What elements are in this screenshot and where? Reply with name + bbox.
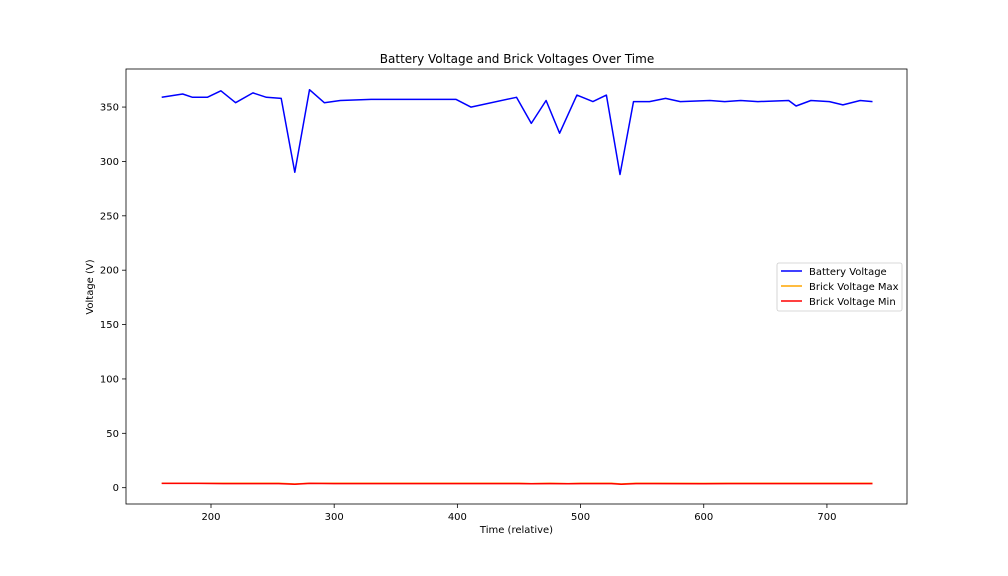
x-axis-label: Time (relative) (479, 525, 553, 536)
x-tick-label: 700 (817, 512, 836, 523)
y-tick-label: 150 (100, 320, 119, 331)
series-line-battery-voltage (161, 88, 873, 176)
x-tick-label: 500 (571, 512, 590, 523)
x-tick-label: 200 (201, 512, 220, 523)
legend-label-battery-voltage: Battery Voltage (809, 267, 887, 278)
y-tick-label: 250 (100, 211, 119, 222)
x-tick-label: 300 (325, 512, 344, 523)
y-tick-label: 350 (100, 103, 119, 114)
series-line-brick-voltage-min (161, 482, 873, 485)
x-tick-label: 600 (694, 512, 713, 523)
y-axis: 0 50 100 150 200 250 300 350 (100, 103, 126, 494)
y-tick-label: 300 (100, 157, 119, 168)
x-tick-label: 400 (448, 512, 467, 523)
y-axis-label: Voltage (V) (85, 259, 96, 314)
y-tick-label: 50 (106, 429, 119, 440)
legend: Battery Voltage Brick Voltage Max Brick … (776, 262, 903, 312)
legend-label-brick-voltage-min: Brick Voltage Min (809, 297, 896, 308)
legend-box (776, 262, 903, 312)
series-lines (161, 88, 873, 485)
y-tick-label: 100 (100, 374, 119, 385)
chart-title: Battery Voltage and Brick Voltages Over … (380, 52, 654, 66)
y-tick-label: 0 (113, 483, 119, 494)
y-tick-label: 200 (100, 266, 119, 277)
plot-area (125, 68, 908, 505)
x-axis: 200 300 400 500 600 700 (201, 504, 836, 523)
legend-label-brick-voltage-max: Brick Voltage Max (809, 282, 899, 293)
